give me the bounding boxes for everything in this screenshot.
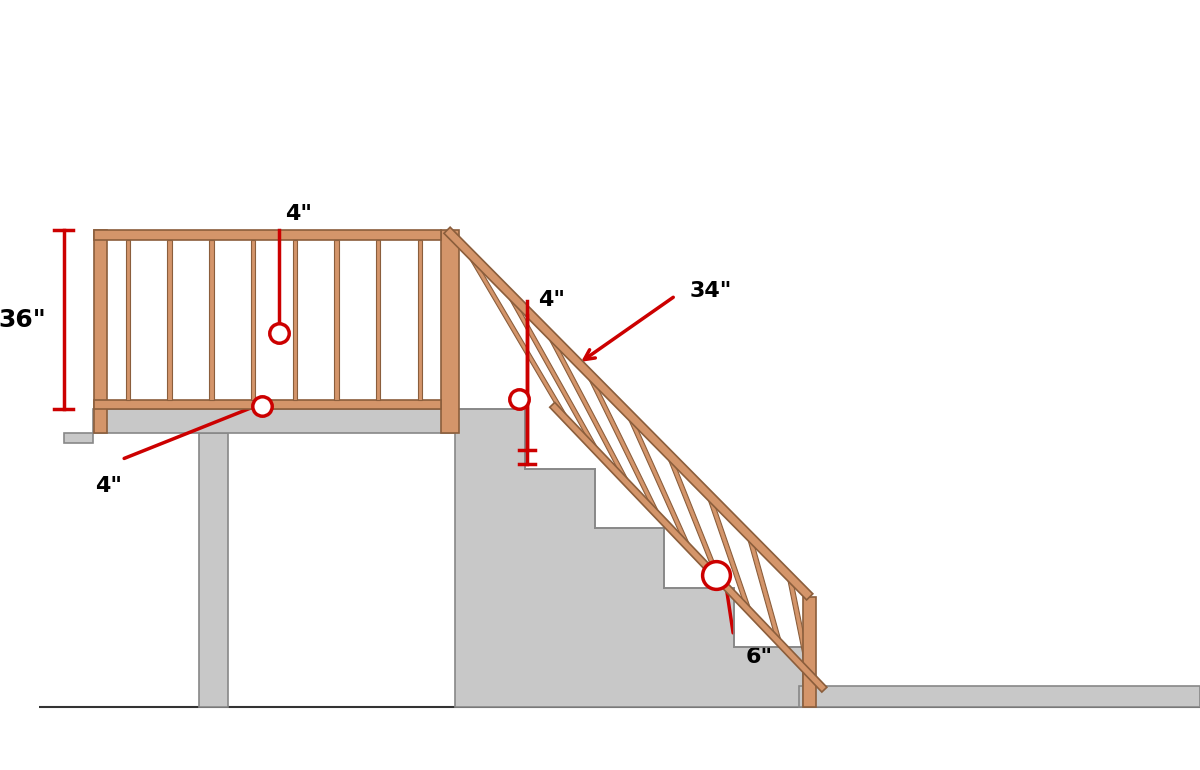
Text: 4": 4" bbox=[539, 290, 565, 310]
Polygon shape bbox=[550, 403, 827, 692]
Polygon shape bbox=[746, 536, 781, 642]
Bar bbox=[251, 240, 256, 400]
Text: 36": 36" bbox=[0, 308, 46, 332]
Bar bbox=[92, 409, 455, 434]
Polygon shape bbox=[545, 332, 630, 484]
Text: 34": 34" bbox=[690, 281, 732, 301]
Bar bbox=[209, 240, 214, 400]
Bar bbox=[126, 240, 130, 400]
Bar bbox=[335, 240, 338, 400]
Bar bbox=[95, 400, 440, 409]
Bar bbox=[440, 230, 460, 434]
Bar bbox=[376, 240, 380, 400]
Bar bbox=[199, 434, 228, 707]
Bar bbox=[168, 240, 172, 400]
Polygon shape bbox=[666, 454, 721, 579]
Text: 4": 4" bbox=[286, 205, 312, 224]
Bar bbox=[95, 230, 107, 434]
Polygon shape bbox=[505, 291, 600, 452]
Polygon shape bbox=[444, 227, 812, 600]
Bar bbox=[64, 434, 92, 443]
Polygon shape bbox=[455, 409, 804, 707]
Bar bbox=[293, 240, 296, 400]
Polygon shape bbox=[707, 495, 751, 611]
Text: 6": 6" bbox=[745, 648, 773, 667]
Bar bbox=[418, 240, 422, 400]
Polygon shape bbox=[586, 373, 660, 516]
Bar bbox=[95, 230, 440, 240]
Bar bbox=[799, 686, 1200, 707]
Polygon shape bbox=[464, 250, 570, 420]
Bar bbox=[804, 597, 816, 707]
Polygon shape bbox=[787, 577, 811, 674]
Polygon shape bbox=[626, 413, 691, 547]
Text: 4": 4" bbox=[96, 476, 122, 496]
